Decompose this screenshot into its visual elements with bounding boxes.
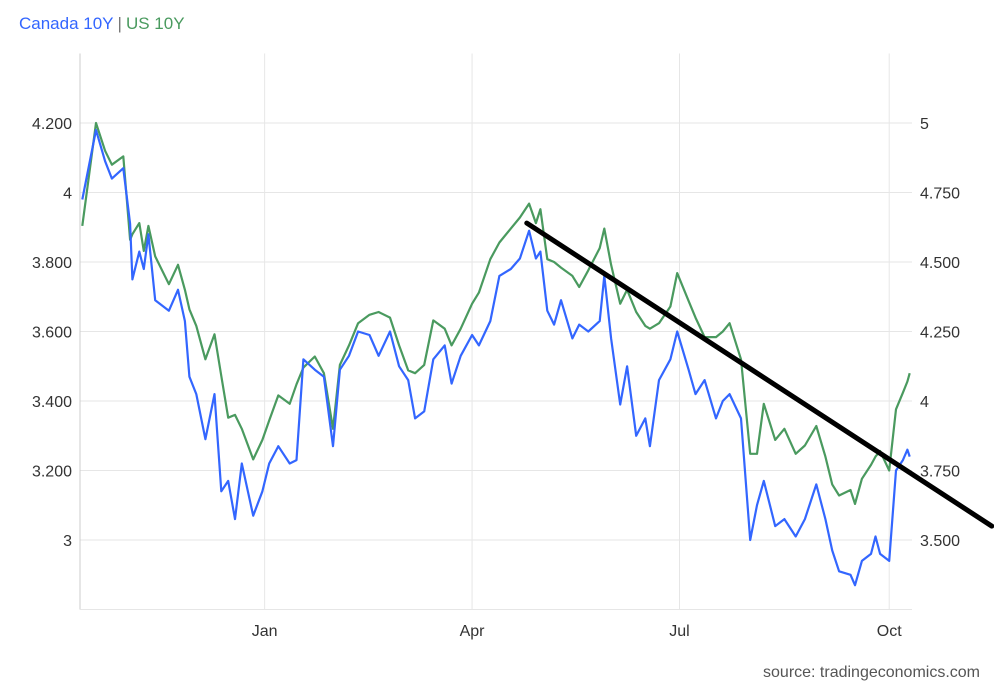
- y-right-tick-label: 4.750: [920, 186, 960, 203]
- y-tick-label: 4.200: [32, 116, 72, 133]
- x-tick-label: Apr: [460, 623, 486, 640]
- legend: Canada 10Y | US 10Y: [19, 14, 185, 34]
- y-right-tick-label: 3.500: [920, 533, 960, 550]
- legend-us[interactable]: US 10Y: [125, 14, 185, 33]
- y-tick-label: 3.200: [32, 464, 72, 481]
- series-line-canada-10y: [81, 128, 911, 587]
- source-label: source: tradingeconomics.com: [763, 664, 980, 681]
- legend-separator: |: [117, 14, 122, 33]
- y-right-tick-label: 4.250: [920, 325, 960, 342]
- y-tick-label: 4: [63, 186, 72, 203]
- x-tick-label: Jul: [669, 623, 689, 640]
- x-tick-label: Jan: [252, 623, 278, 640]
- y-tick-label: 3.800: [32, 255, 72, 272]
- y-right-tick-label: 4: [920, 394, 929, 411]
- legend-canada[interactable]: Canada 10Y: [19, 14, 114, 33]
- y-right-tick-label: 3.750: [920, 464, 960, 481]
- y-right-tick-label: 4.500: [920, 255, 960, 272]
- y-right-tick-label: 5: [920, 116, 929, 133]
- y-tick-label: 3: [63, 533, 72, 550]
- y-tick-label: 3.400: [32, 394, 72, 411]
- x-tick-label: Oct: [877, 623, 902, 640]
- y-tick-label: 3.600: [32, 325, 72, 342]
- series-line-us-10y: [81, 121, 911, 505]
- trendline: [524, 220, 994, 529]
